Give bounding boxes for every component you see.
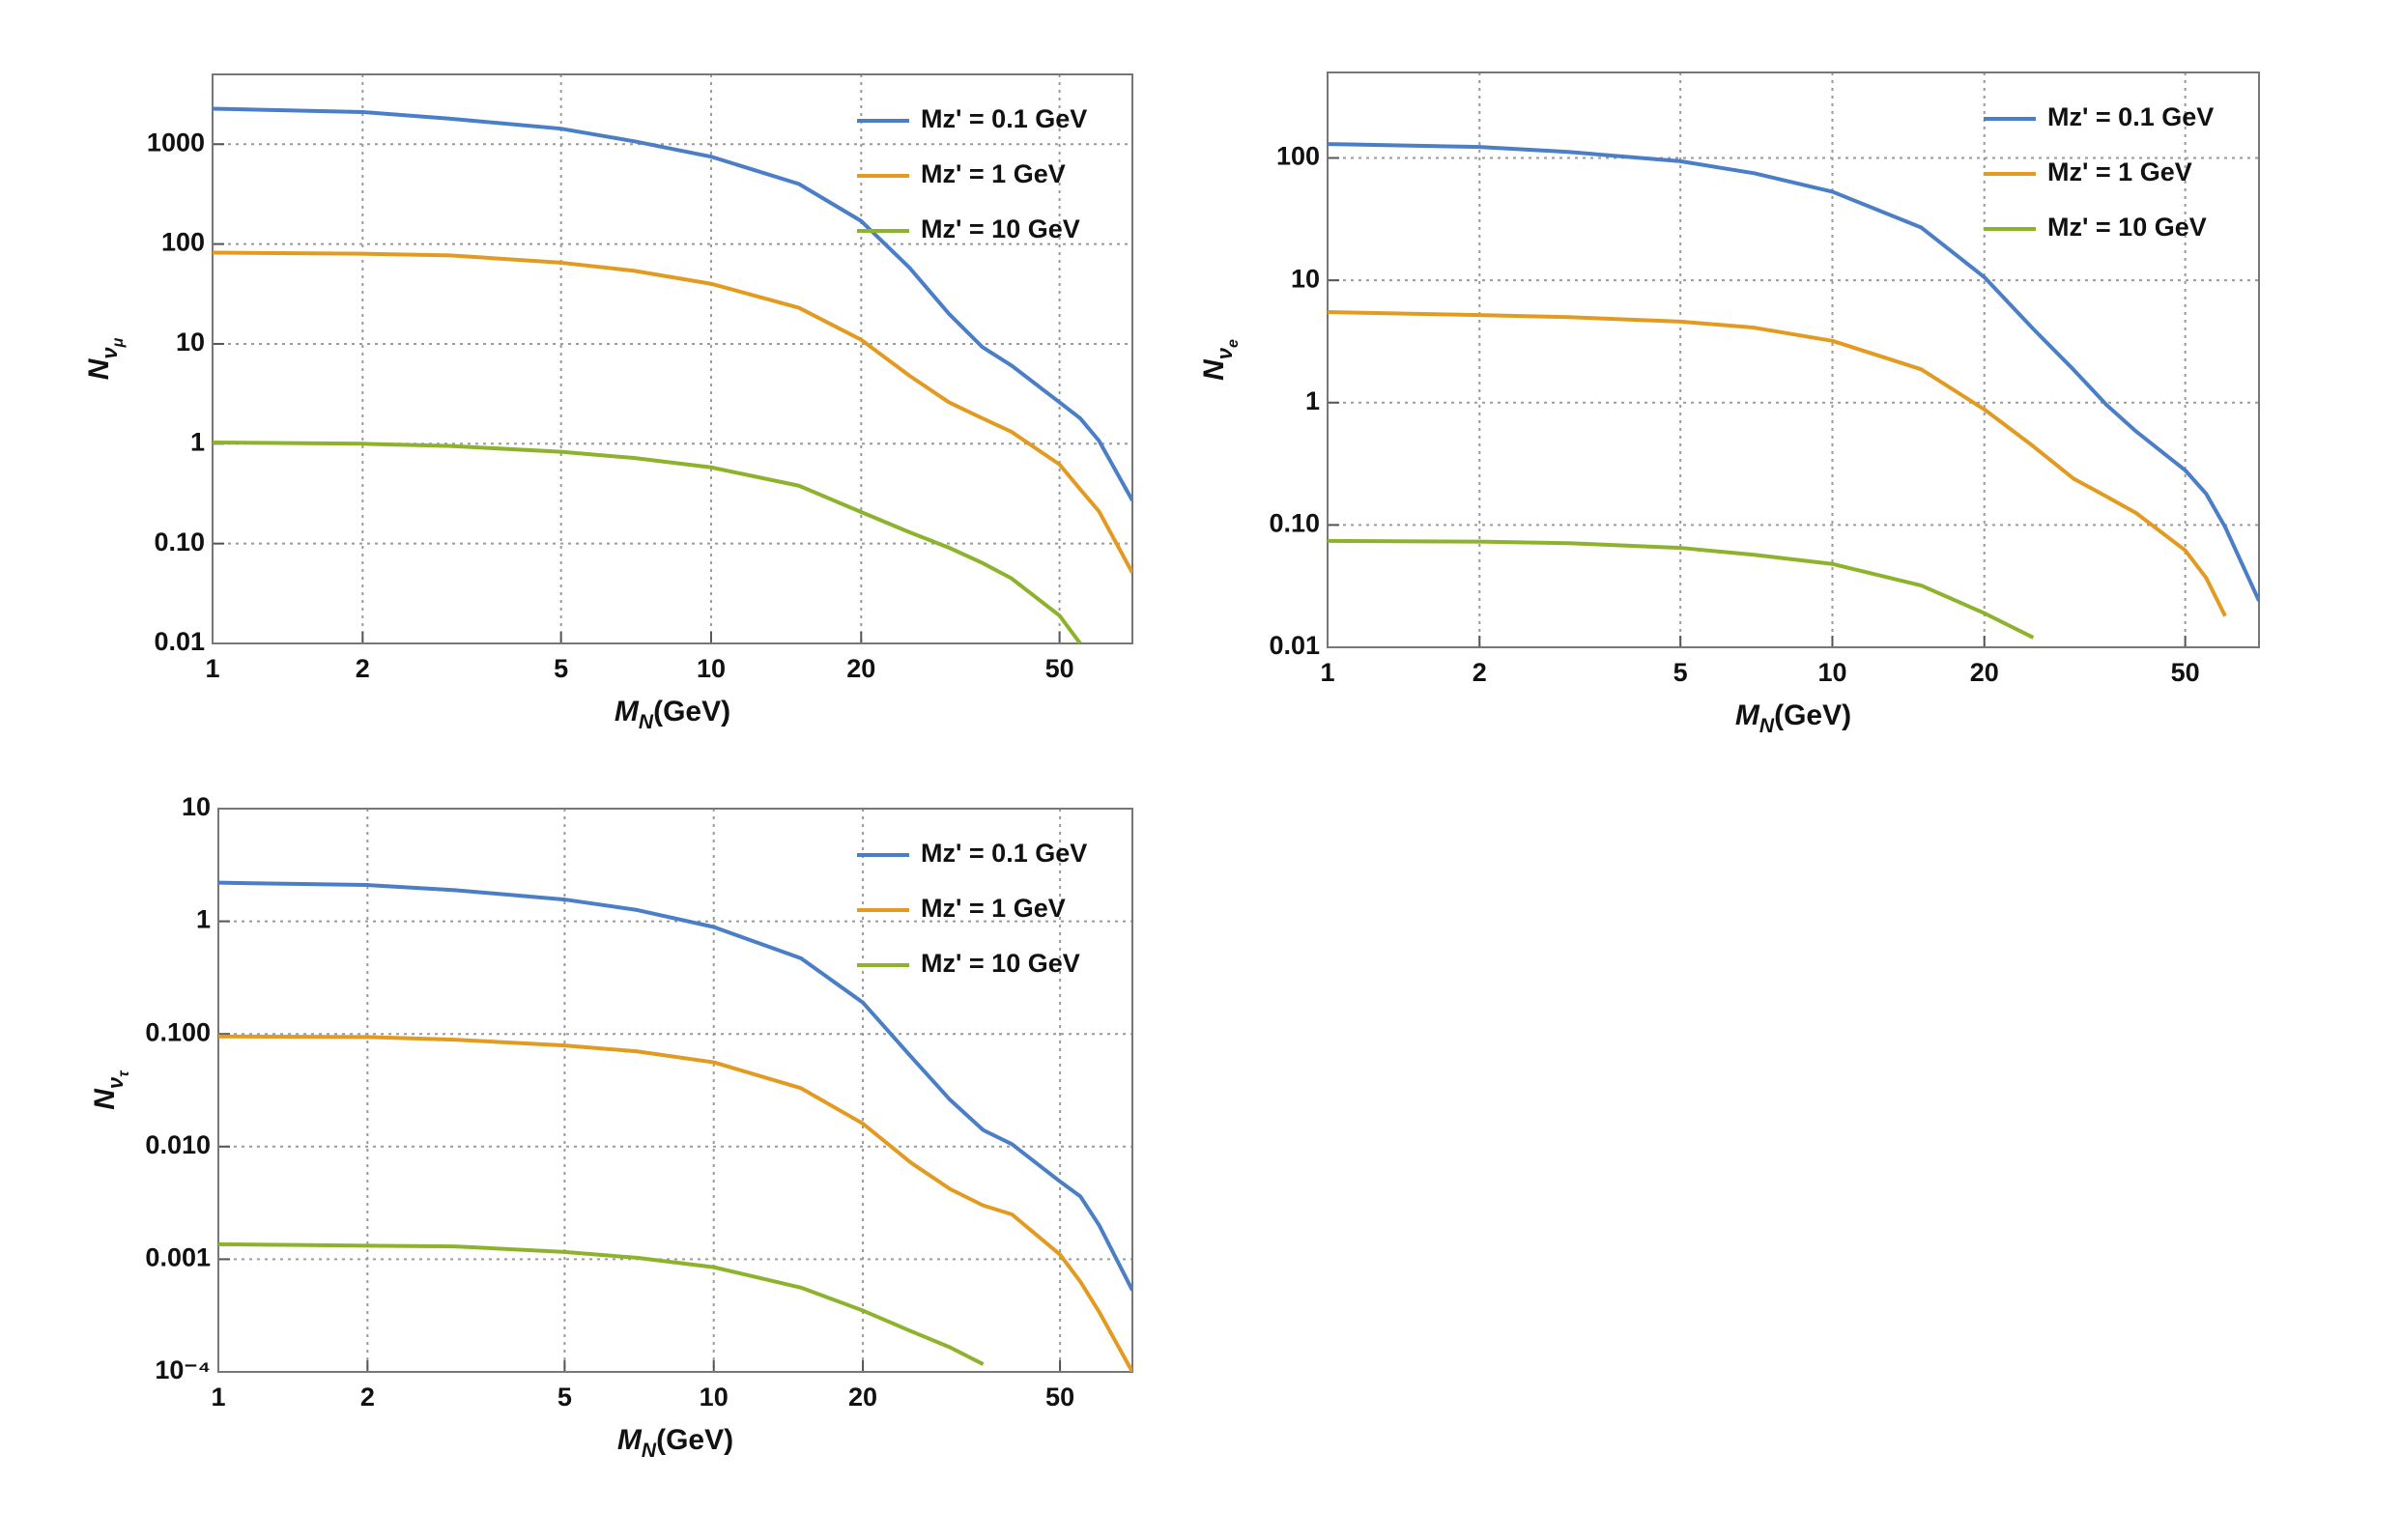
legend-label: Mz' = 0.1 GeV (2047, 102, 2214, 131)
series-line (218, 1034, 1132, 1372)
x-tick-label: 20 (848, 1383, 877, 1412)
y-label-sub: ν (103, 1076, 128, 1089)
x-label-unit: (GeV) (656, 1424, 733, 1456)
series-line (1328, 142, 2259, 602)
x-tick-label: 2 (356, 654, 370, 683)
y-tick-label: 1 (190, 427, 205, 456)
y-tick-label: 10⁻⁴ (155, 1355, 211, 1384)
x-label-sub: N (639, 711, 654, 733)
x-axis-label: MN(GeV) (615, 696, 730, 733)
series-line (218, 880, 1132, 1292)
y-tick-label: 100 (161, 228, 205, 257)
legend-label: Mz' = 1 GeV (2047, 157, 2192, 186)
y-label-main: N (83, 357, 115, 380)
y-tick-label: 0.01 (154, 627, 205, 656)
y-tick-label: 1 (1305, 386, 1320, 415)
x-tick-label: 5 (1673, 658, 1688, 687)
x-tick-label: 20 (1970, 658, 1999, 687)
x-tick-label: 10 (700, 1383, 729, 1412)
subplot: 1 2 5 10 20 50 0.01 0.10 1 10 100 Mz' = 0.1 GeV Mz' … (1198, 71, 2260, 737)
plot-frame (217, 808, 1133, 1373)
legend-label: Mz' = 1 GeV (921, 894, 1066, 923)
legend-entry: Mz' = 10 GeV (857, 949, 1080, 978)
subplot: 1 2 5 10 20 50 0.01 0.10 1 10 100 1000 Mz' = 0.1 GeV… (83, 73, 1133, 733)
series-line (213, 440, 1082, 643)
y-label-subsub: τ (116, 1069, 132, 1077)
legend-label: Mz' = 10 GeV (921, 949, 1080, 978)
legend-entry: Mz' = 0.1 GeV (1984, 102, 2214, 131)
legend-label: Mz' = 0.1 GeV (921, 104, 1087, 133)
series-line (213, 250, 1132, 574)
x-tick-label: 10 (697, 654, 726, 683)
y-tick-label: 0.10 (1269, 509, 1320, 538)
y-tick-label: 0.10 (154, 528, 205, 556)
x-tick-label: 5 (554, 654, 568, 683)
legend-label: Mz' = 1 GeV (921, 159, 1066, 188)
x-tick-label: 2 (1473, 658, 1487, 687)
x-label-main: M (617, 1424, 643, 1456)
y-tick-label: 10 (1291, 264, 1320, 293)
x-label-sub: N (1759, 715, 1775, 737)
y-tick-label: 0.010 (145, 1130, 211, 1159)
x-label-unit: (GeV) (653, 696, 730, 727)
y-tick-label: 10 (182, 792, 211, 821)
legend-entry: Mz' = 1 GeV (857, 159, 1066, 188)
x-tick-label: 2 (360, 1383, 375, 1412)
y-axis-label: Nνe (1198, 339, 1242, 381)
legend-entry: Mz' = 0.1 GeV (857, 104, 1087, 133)
x-tick-label: 1 (1320, 658, 1334, 687)
y-tick-label: 0.100 (145, 1017, 211, 1046)
plot-frame (1327, 71, 2260, 648)
x-label-unit: (GeV) (1774, 699, 1851, 731)
y-axis-label: Nνμ (83, 337, 127, 380)
y-label-main: N (1198, 358, 1230, 381)
legend-entry: Mz' = 1 GeV (857, 894, 1066, 923)
x-label-main: M (615, 696, 640, 727)
x-tick-label: 1 (211, 1383, 225, 1412)
legend-label: Mz' = 0.1 GeV (921, 839, 1087, 868)
x-axis-label: MN(GeV) (1735, 699, 1851, 737)
legend-entry: Mz' = 1 GeV (1984, 157, 2192, 186)
y-tick-label: 0.001 (145, 1243, 211, 1272)
legend-entry: Mz' = 0.1 GeV (857, 839, 1087, 868)
y-axis-label: Nντ (89, 1069, 132, 1110)
x-tick-label: 50 (1045, 654, 1074, 683)
series-line (213, 106, 1132, 502)
y-tick-label: 1 (196, 905, 211, 934)
series-line (1328, 538, 2035, 640)
y-tick-label: 1000 (147, 128, 205, 157)
y-tick-label: 100 (1276, 142, 1320, 171)
y-label-main: N (89, 1088, 121, 1110)
series-line (1328, 310, 2227, 617)
legend-entry: Mz' = 10 GeV (1984, 213, 2207, 242)
y-label-subsub: e (1225, 339, 1242, 348)
x-tick-label: 5 (558, 1383, 572, 1412)
x-label-sub: N (642, 1440, 657, 1462)
legend-entry: Mz' = 10 GeV (857, 214, 1080, 243)
plot-frame (212, 73, 1133, 644)
legend-label: Mz' = 10 GeV (921, 214, 1080, 243)
x-label-main: M (1735, 699, 1760, 731)
y-tick-label: 10 (176, 328, 205, 356)
x-tick-label: 50 (1045, 1383, 1074, 1412)
x-axis-label: MN(GeV) (617, 1424, 733, 1462)
x-tick-label: 1 (205, 654, 219, 683)
y-tick-label: 0.01 (1269, 631, 1320, 660)
y-label-sub: ν (1213, 347, 1237, 359)
y-label-subsub: μ (110, 337, 127, 348)
x-tick-label: 20 (846, 654, 875, 683)
x-tick-label: 50 (2171, 658, 2200, 687)
y-label-sub: ν (98, 347, 122, 359)
x-tick-label: 10 (1817, 658, 1846, 687)
series-line (218, 1241, 985, 1366)
legend-label: Mz' = 10 GeV (2047, 213, 2207, 242)
subplot: 1 2 5 10 20 50 10⁻⁴ 0.001 0.010 0.100 1 10 Mz' = 0.1… (89, 792, 1133, 1462)
